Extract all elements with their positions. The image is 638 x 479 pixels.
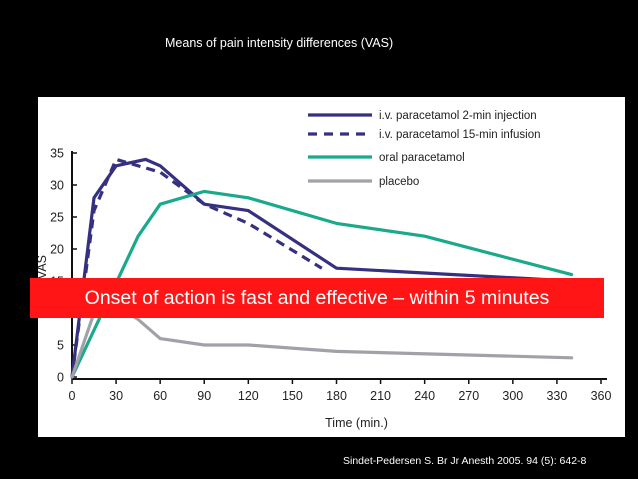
x-tick-label: 90 <box>197 389 211 403</box>
legend-label: oral paracetamol <box>379 152 465 164</box>
x-tick-label: 330 <box>546 389 567 403</box>
x-tick-label: 180 <box>326 389 347 403</box>
x-tick-label: 150 <box>282 389 303 403</box>
x-tick-label: 60 <box>153 389 167 403</box>
y-tick-label: 20 <box>50 243 64 257</box>
y-tick-label: 25 <box>50 211 64 225</box>
x-tick-label: 270 <box>458 389 479 403</box>
legend-label: placebo <box>379 176 419 188</box>
x-tick-label: 120 <box>238 389 259 403</box>
x-tick-label: 360 <box>591 389 612 403</box>
series-line-i-v-paracetamol-2-min-injection <box>70 157 574 379</box>
y-tick-label: 35 <box>50 147 64 161</box>
x-tick-label: 300 <box>502 389 523 403</box>
series-line-oral-paracetamol <box>70 189 574 379</box>
legend-label: i.v. paracetamol 15-min infusion <box>379 129 541 141</box>
series-line-i-v-paracetamol-15-min-infusion <box>70 157 323 378</box>
line-chart: 0306090120150180210240270300330360051015… <box>38 110 612 430</box>
onset-banner: Onset of action is fast and effective – … <box>30 278 604 318</box>
x-tick-label: 240 <box>414 389 435 403</box>
chart-panel: 0306090120150180210240270300330360051015… <box>38 97 625 437</box>
y-tick-label: 5 <box>57 339 64 353</box>
y-tick-label: 0 <box>57 371 64 385</box>
y-tick-label: 30 <box>50 179 64 193</box>
legend-label: i.v. paracetamol 2-min injection <box>379 110 537 122</box>
x-tick-label: 210 <box>370 389 391 403</box>
citation: Sindet-Pedersen S. Br Jr Anesth 2005. 94… <box>343 455 587 467</box>
x-tick-label: 0 <box>69 389 76 403</box>
x-axis-title: Time (min.) <box>325 416 388 430</box>
slide-title: Means of pain intensity differences (VAS… <box>165 36 394 50</box>
x-tick-label: 30 <box>109 389 123 403</box>
